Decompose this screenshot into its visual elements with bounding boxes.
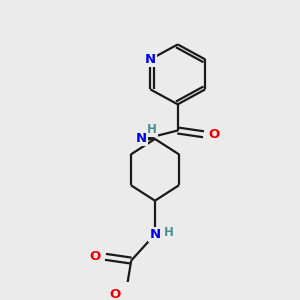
Text: N: N: [145, 53, 156, 66]
Text: O: O: [89, 250, 100, 263]
Text: H: H: [164, 226, 174, 239]
Text: N: N: [149, 228, 161, 241]
Text: H: H: [147, 123, 157, 136]
Text: N: N: [136, 132, 147, 146]
Text: O: O: [209, 128, 220, 141]
Text: O: O: [110, 288, 121, 300]
